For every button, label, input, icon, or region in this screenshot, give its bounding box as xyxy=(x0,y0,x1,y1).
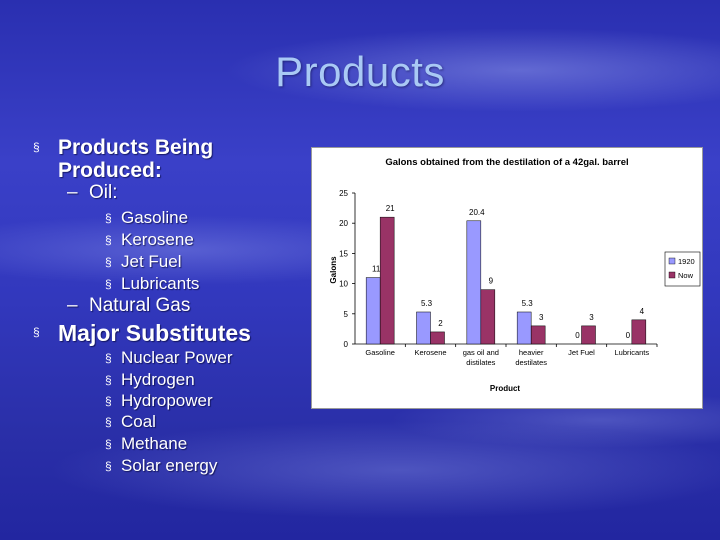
substitute-item: Hydrogen xyxy=(121,370,195,389)
bullet-marker: § xyxy=(33,325,40,339)
bar-1920 xyxy=(416,311,431,345)
bullet-marker: § xyxy=(105,415,112,429)
bar-1920 xyxy=(516,311,532,345)
section-products-being-produced: Products Being Produced: xyxy=(58,136,214,182)
x-tick-label: Jet Fuel xyxy=(568,348,595,357)
data-label: 2 xyxy=(438,319,443,328)
bar-Now xyxy=(480,289,496,345)
bullet-marker: § xyxy=(105,277,112,291)
bullet-marker: § xyxy=(105,233,112,247)
chart-title: Galons obtained from the destilation of … xyxy=(385,157,628,168)
x-tick-label: Kerosene xyxy=(414,348,446,357)
substitute-item: Solar energy xyxy=(121,456,218,475)
legend-label-1920: 1920 xyxy=(678,257,695,266)
bar-Now xyxy=(530,325,546,345)
legend-label-Now: Now xyxy=(678,271,694,280)
y-tick-label: 0 xyxy=(344,340,349,349)
data-label: 4 xyxy=(640,307,645,316)
substitute-item: Nuclear Power xyxy=(121,348,233,367)
bar-1920 xyxy=(466,220,482,345)
data-label: 5.3 xyxy=(522,299,534,308)
data-label: 0 xyxy=(626,331,631,340)
legend-swatch-Now xyxy=(668,271,676,279)
oil-item: Lubricants xyxy=(121,274,200,293)
bar-Now xyxy=(631,319,647,345)
y-tick-label: 20 xyxy=(339,219,348,228)
y-axis-label: Galons xyxy=(329,256,338,284)
bullet-marker: § xyxy=(105,373,112,387)
data-label: 5.3 xyxy=(421,299,433,308)
substitute-item: Hydropower xyxy=(121,391,213,410)
y-tick-label: 10 xyxy=(339,280,348,289)
oil-label: Oil: xyxy=(89,182,118,203)
legend-swatch-1920 xyxy=(668,257,676,265)
dash-marker: – xyxy=(67,295,78,316)
x-tick-label: destilates xyxy=(515,358,547,367)
bullet-marker: § xyxy=(105,459,112,473)
data-label: 3 xyxy=(589,313,594,322)
bar-1920 xyxy=(365,277,381,345)
x-tick-label: distilates xyxy=(466,358,495,367)
chart-container: Galons obtained from the destilation of … xyxy=(311,147,703,409)
bullet-marker: § xyxy=(105,211,112,225)
x-tick-label: gas oil and xyxy=(463,348,499,357)
x-tick-label: Lubricants xyxy=(615,348,650,357)
substitute-item: Coal xyxy=(121,412,156,431)
x-tick-label: Gasoline xyxy=(365,348,395,357)
oil-item: Kerosene xyxy=(121,230,194,249)
bullet-marker: § xyxy=(105,255,112,269)
bar-chart: Galons obtained from the destilation of … xyxy=(329,157,701,393)
bullet-marker: § xyxy=(33,140,40,154)
bar-Now xyxy=(430,331,445,345)
data-label: 21 xyxy=(386,204,395,213)
slide-title: Products xyxy=(275,48,445,95)
oil-item: Jet Fuel xyxy=(121,252,182,271)
y-tick-label: 5 xyxy=(344,310,349,319)
substitute-item: Methane xyxy=(121,434,188,453)
data-label: 9 xyxy=(489,277,494,286)
bullet-marker: § xyxy=(105,351,112,365)
x-tick-label: heavier xyxy=(519,348,544,357)
natural-gas-label: Natural Gas xyxy=(89,295,191,316)
bullet-marker: § xyxy=(105,394,112,408)
data-label: 3 xyxy=(539,313,544,322)
section-major-substitutes: Major Substitutes xyxy=(58,320,251,346)
bullet-marker: § xyxy=(105,437,112,451)
oil-item: Gasoline xyxy=(121,208,189,227)
dash-marker: – xyxy=(67,182,78,203)
bar-Now xyxy=(379,216,395,345)
y-tick-label: 25 xyxy=(339,189,348,198)
data-label: 20.4 xyxy=(469,208,485,217)
bar-Now xyxy=(581,325,596,345)
y-tick-label: 15 xyxy=(339,249,348,258)
legend-box xyxy=(664,251,701,287)
data-label: 11 xyxy=(372,265,381,274)
x-axis-label: Product xyxy=(490,384,521,393)
data-label: 0 xyxy=(575,331,580,340)
